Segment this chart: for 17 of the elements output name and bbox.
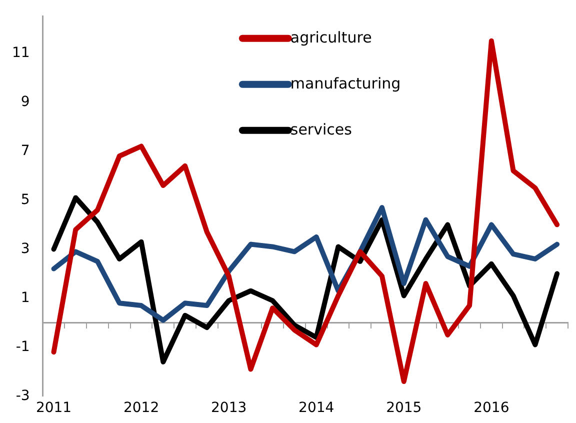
x-tick-label: 2014 [298,400,334,416]
legend-label: services [290,120,352,138]
x-tick-label: 2013 [210,400,247,416]
legend-label: agriculture [290,28,372,46]
x-tick-label: 2015 [386,400,422,416]
y-tick-label: 9 [20,94,30,110]
x-tick-label: 2011 [36,400,72,416]
x-tick-label: 2012 [123,400,160,416]
x-tick-label: 2016 [474,400,510,416]
legend-label: manufacturing [290,74,401,92]
y-tick-label: 3 [20,240,30,257]
y-tick-label: 7 [20,142,30,159]
y-tick-label: 11 [12,44,30,61]
y-tick-label: -1 [16,338,30,355]
y-tick-label: 1 [20,290,30,306]
y-tick-label: -3 [16,388,30,404]
y-tick-label: 5 [20,192,30,208]
